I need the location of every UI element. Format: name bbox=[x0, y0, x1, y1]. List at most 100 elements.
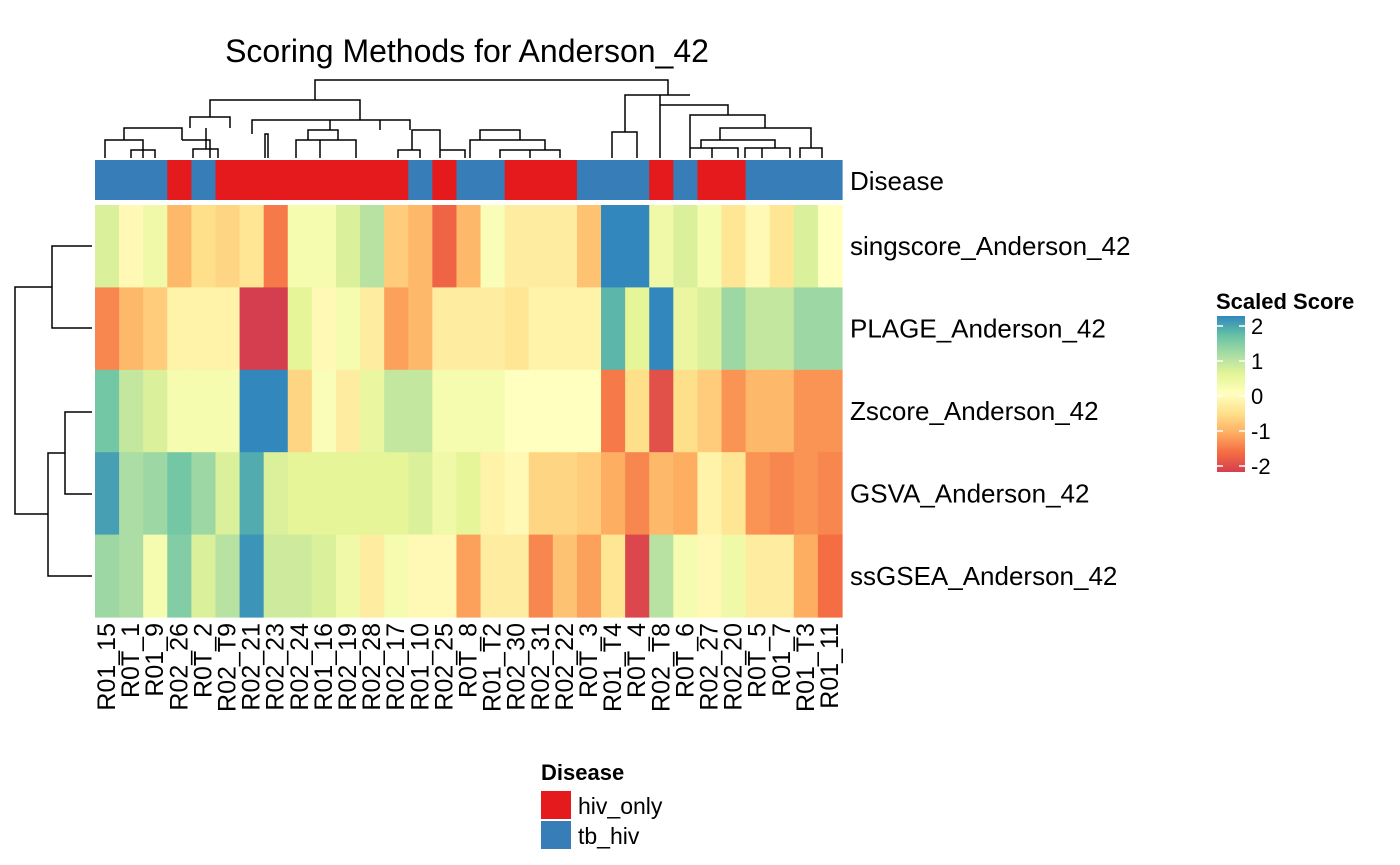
column-label: R02_31 bbox=[527, 623, 555, 711]
heatmap-cell bbox=[167, 452, 192, 536]
row-label: Zscore_Anderson_42 bbox=[850, 396, 1099, 426]
heatmap-cell bbox=[119, 369, 144, 453]
column-label: R0T_8 bbox=[455, 623, 483, 698]
heatmap-cell bbox=[745, 205, 771, 288]
column-label: R01_T2 bbox=[479, 623, 507, 712]
column-label: R02_21 bbox=[238, 623, 266, 711]
heatmap-cell bbox=[360, 534, 385, 618]
heatmap-cell bbox=[239, 452, 265, 536]
annotation-cell-tb_hiv bbox=[673, 160, 699, 200]
heatmap-cell bbox=[287, 287, 313, 371]
column-dendrogram-branches bbox=[104, 79, 823, 158]
annotation-bar-label: Disease bbox=[850, 166, 944, 196]
heatmap-cell bbox=[456, 534, 482, 618]
column-label: R0T_1 bbox=[117, 623, 145, 698]
heatmap-cell bbox=[384, 205, 409, 288]
heatmap-cell bbox=[697, 205, 723, 288]
heatmap-cell bbox=[504, 534, 530, 618]
column-label: R0T_2 bbox=[189, 623, 217, 698]
heatmap-cell bbox=[215, 369, 241, 453]
heatmap-cell bbox=[408, 205, 433, 288]
row-label: GSVA_Anderson_42 bbox=[850, 478, 1089, 508]
column-label: R0T_6 bbox=[671, 623, 699, 698]
row-labels: singscore_Anderson_42 PLAGE_Anderson_42 Zs… bbox=[850, 231, 1130, 591]
heatmap-cell bbox=[625, 287, 650, 371]
heatmap-cell bbox=[745, 287, 771, 371]
heatmap-cell bbox=[432, 205, 458, 288]
heatmap-cell bbox=[239, 287, 265, 371]
row-label: PLAGE_Anderson_42 bbox=[850, 314, 1106, 344]
column-label: R02_17 bbox=[382, 623, 410, 711]
column-label: R02_23 bbox=[262, 623, 290, 711]
heatmap-cell bbox=[119, 205, 144, 288]
row-dendrogram bbox=[14, 245, 92, 577]
heatmap-cell bbox=[673, 287, 699, 371]
heatmap-cell bbox=[360, 452, 385, 536]
column-label: R0T_4 bbox=[623, 623, 651, 698]
chart-title: Scoring Methods for Anderson_42 bbox=[225, 33, 709, 69]
heatmap-cell bbox=[745, 369, 771, 453]
heatmap-cell bbox=[528, 534, 554, 618]
column-label: R02_28 bbox=[358, 623, 386, 711]
column-label: R02_24 bbox=[286, 623, 314, 711]
column-label: R01_15 bbox=[93, 623, 121, 711]
annotation-cell-tb_hiv bbox=[143, 160, 168, 200]
annotation-cell-hiv_only bbox=[432, 160, 458, 200]
annotation-cell-hiv_only bbox=[287, 160, 313, 200]
heatmap-cell bbox=[576, 205, 602, 288]
heatmap-cells bbox=[95, 205, 843, 618]
heatmap-cell bbox=[793, 205, 819, 288]
heatmap-cell bbox=[817, 205, 843, 288]
heatmap-cell bbox=[408, 369, 433, 453]
heatmap-cell bbox=[552, 534, 578, 618]
heatmap-cell bbox=[769, 452, 795, 536]
annotation-cell-hiv_only bbox=[335, 160, 361, 200]
annotation-cell-hiv_only bbox=[263, 160, 289, 200]
heatmap-cell bbox=[384, 452, 409, 536]
heatmap-cell bbox=[504, 452, 530, 536]
heatmap-cell bbox=[673, 534, 699, 618]
disease-legend-swatch bbox=[541, 821, 571, 849]
color-legend-tick-label: -2 bbox=[1251, 454, 1271, 479]
heatmap-cell bbox=[335, 369, 361, 453]
column-label: R02_27 bbox=[696, 623, 724, 711]
disease-legend-label: hiv_only bbox=[578, 793, 663, 819]
heatmap-cell bbox=[673, 205, 699, 288]
heatmap-cell bbox=[793, 369, 819, 453]
column-label: R0T_3 bbox=[575, 623, 603, 698]
annotation-cell-tb_hiv bbox=[119, 160, 144, 200]
heatmap-cell bbox=[649, 534, 674, 618]
heatmap-cell bbox=[721, 452, 747, 536]
heatmap-cell bbox=[335, 205, 361, 288]
heatmap-cell bbox=[480, 534, 506, 618]
heatmap-cell bbox=[95, 205, 120, 288]
heatmap-cell bbox=[119, 287, 144, 371]
heatmap-cell bbox=[817, 287, 843, 371]
heatmap-cell bbox=[215, 452, 241, 536]
heatmap-cell bbox=[143, 287, 168, 371]
annotation-cell-tb_hiv bbox=[793, 160, 819, 200]
heatmap-cell bbox=[817, 369, 843, 453]
heatmap-cell bbox=[408, 452, 433, 536]
annotation-cell-tb_hiv bbox=[576, 160, 602, 200]
heatmap-cell bbox=[576, 287, 602, 371]
column-labels: R01_15R0T_1R01_9R02_26R0T_2R02_T9R02_21R… bbox=[93, 623, 844, 712]
heatmap-cell bbox=[697, 452, 723, 536]
heatmap-cell bbox=[817, 534, 843, 618]
annotation-cell-hiv_only bbox=[504, 160, 530, 200]
annotation-cell-hiv_only bbox=[697, 160, 723, 200]
annotation-cell-hiv_only bbox=[215, 160, 241, 200]
heatmap-cell bbox=[601, 287, 626, 371]
heatmap-cell bbox=[552, 287, 578, 371]
heatmap-cell bbox=[697, 369, 723, 453]
column-label: R0T_5 bbox=[744, 623, 772, 698]
heatmap-cell bbox=[480, 287, 506, 371]
heatmap-cell bbox=[335, 452, 361, 536]
heatmap-cell bbox=[480, 369, 506, 453]
heatmap-cell bbox=[167, 287, 192, 371]
annotation-cell-tb_hiv bbox=[480, 160, 506, 200]
heatmap-cell bbox=[504, 205, 530, 288]
color-scale-legend: Scaled Score 2 1 0 -1 -2 bbox=[1216, 289, 1354, 479]
heatmap-cell bbox=[745, 452, 771, 536]
